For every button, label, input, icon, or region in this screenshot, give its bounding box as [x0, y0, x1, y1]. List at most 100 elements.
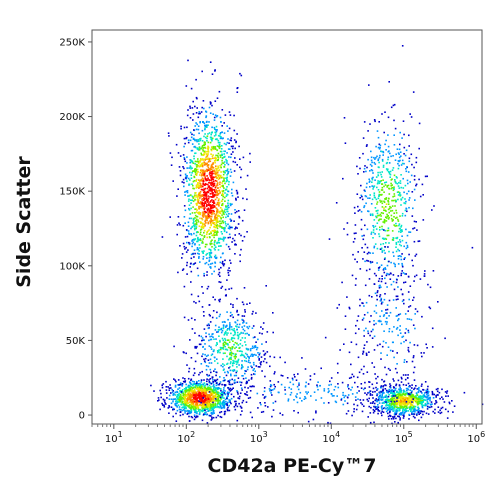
event-dot	[214, 70, 216, 72]
event-dot	[208, 374, 211, 377]
event-dot	[222, 393, 224, 395]
event-dot	[376, 222, 379, 224]
event-dot	[217, 157, 220, 159]
event-dot	[374, 207, 377, 209]
event-dot	[393, 404, 396, 406]
event-dot	[188, 217, 191, 220]
event-dot	[364, 260, 366, 263]
event-dot	[191, 407, 193, 410]
event-dot	[223, 236, 226, 239]
event-dot	[229, 369, 232, 372]
event-dot	[400, 411, 402, 414]
event-dot	[207, 285, 210, 288]
event-dot	[210, 397, 213, 400]
event-dot	[201, 355, 203, 358]
event-dot	[399, 419, 401, 421]
event-dot	[368, 320, 371, 323]
event-dot	[388, 193, 391, 195]
event-dot	[380, 286, 382, 288]
event-dot	[373, 366, 376, 368]
event-dot	[423, 398, 425, 401]
event-dot	[184, 222, 186, 224]
event-dot	[219, 281, 222, 284]
event-dot	[395, 241, 398, 244]
event-dot	[196, 415, 199, 418]
event-dot	[206, 187, 209, 190]
event-dot	[201, 188, 204, 191]
event-dot	[218, 268, 220, 271]
event-dot	[412, 91, 415, 93]
event-dot	[369, 252, 372, 254]
event-dot	[220, 210, 222, 213]
event-dot	[216, 362, 219, 365]
event-dot	[182, 377, 184, 379]
event-dot	[383, 330, 385, 332]
event-dot	[219, 190, 221, 193]
event-dot	[415, 409, 418, 412]
event-dot	[417, 408, 420, 411]
event-dot	[403, 397, 406, 399]
event-dot	[198, 244, 201, 246]
event-dot	[236, 91, 239, 93]
event-dot	[413, 407, 416, 409]
event-dot	[212, 219, 214, 222]
event-dot	[196, 165, 199, 168]
event-dot	[192, 180, 195, 183]
event-dot	[212, 204, 214, 206]
event-dot	[215, 130, 218, 133]
event-dot	[212, 397, 215, 399]
event-dot	[234, 332, 236, 334]
event-dot	[196, 140, 198, 143]
event-dot	[201, 370, 203, 373]
event-dot	[207, 201, 209, 204]
event-dot	[161, 386, 164, 389]
event-dot	[417, 240, 420, 243]
event-dot	[237, 337, 240, 340]
event-dot	[203, 402, 206, 405]
event-dot	[214, 239, 216, 242]
event-dot	[180, 395, 182, 397]
event-dot	[393, 119, 395, 122]
event-dot	[205, 392, 207, 395]
event-dot	[184, 394, 186, 396]
event-dot	[193, 418, 196, 421]
event-dot	[178, 408, 181, 411]
event-dot	[241, 240, 244, 242]
event-dot	[422, 399, 425, 402]
event-dot	[426, 347, 428, 349]
event-dot	[234, 147, 236, 150]
event-dot	[207, 169, 210, 171]
event-dot	[226, 343, 229, 345]
event-dot	[198, 410, 200, 412]
event-dot	[239, 166, 241, 169]
event-dot	[395, 395, 398, 398]
event-dot	[187, 177, 190, 180]
event-dot	[244, 311, 246, 313]
event-dot	[253, 346, 255, 349]
event-dot	[194, 408, 196, 411]
event-dot	[375, 228, 378, 230]
event-dot	[372, 229, 375, 231]
event-dot	[205, 205, 208, 207]
event-dot	[196, 160, 198, 163]
event-dot	[211, 212, 213, 215]
event-dot	[179, 155, 182, 157]
event-dot	[342, 177, 344, 180]
event-dot	[224, 208, 226, 211]
event-dot	[177, 401, 180, 403]
event-dot	[199, 238, 202, 240]
event-dot	[249, 348, 252, 350]
event-dot	[211, 192, 214, 195]
event-dot	[216, 180, 218, 182]
event-dot	[421, 402, 423, 405]
event-dot	[222, 369, 225, 371]
event-dot	[221, 208, 223, 211]
event-dot	[423, 410, 425, 413]
event-dot	[200, 152, 202, 155]
event-dot	[412, 394, 414, 396]
event-dot	[388, 211, 390, 214]
event-dot	[202, 403, 204, 405]
event-dot	[187, 59, 189, 62]
event-dot	[236, 133, 238, 135]
event-dot	[220, 200, 223, 202]
